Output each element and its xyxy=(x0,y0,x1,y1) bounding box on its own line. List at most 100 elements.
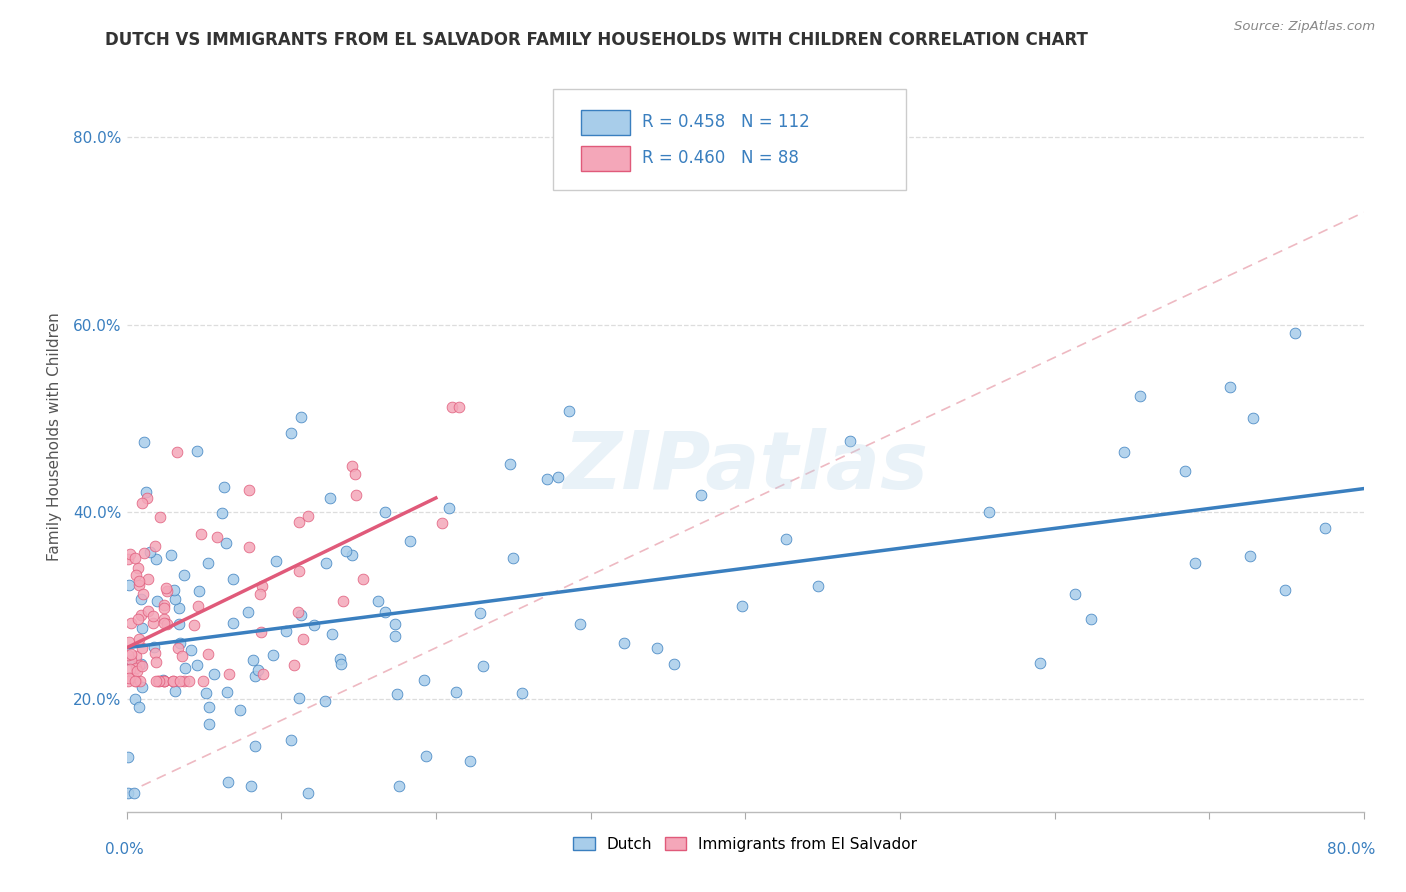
Point xyxy=(321,626,343,640)
Point xyxy=(499,457,522,471)
Point xyxy=(174,661,197,675)
Point xyxy=(142,615,165,630)
Point xyxy=(249,625,271,640)
Point xyxy=(569,616,592,631)
Legend: Dutch, Immigrants from El Salvador: Dutch, Immigrants from El Salvador xyxy=(567,830,924,858)
Point xyxy=(287,691,309,706)
Point xyxy=(173,567,195,582)
Point xyxy=(131,659,153,673)
Point xyxy=(384,629,406,643)
Point xyxy=(125,661,148,675)
Point xyxy=(156,617,179,632)
Point xyxy=(238,483,260,497)
Point xyxy=(187,599,209,614)
Point xyxy=(645,640,668,655)
Point xyxy=(775,533,797,547)
Point xyxy=(236,605,259,619)
Point xyxy=(152,673,174,687)
Point xyxy=(447,400,470,414)
Point xyxy=(218,667,240,681)
Point xyxy=(165,684,187,698)
Point xyxy=(145,646,167,660)
Point xyxy=(152,673,174,688)
Point xyxy=(117,786,139,800)
Point xyxy=(124,786,146,800)
Point xyxy=(183,617,205,632)
Point xyxy=(190,527,212,541)
Text: DUTCH VS IMMIGRANTS FROM EL SALVADOR FAMILY HOUSEHOLDS WITH CHILDREN CORRELATION: DUTCH VS IMMIGRANTS FROM EL SALVADOR FAM… xyxy=(105,31,1088,49)
Point xyxy=(352,572,374,586)
Point xyxy=(167,640,190,655)
Point xyxy=(145,551,167,566)
Point xyxy=(839,434,862,449)
FancyBboxPatch shape xyxy=(581,111,630,135)
Point xyxy=(243,739,266,753)
Point xyxy=(124,692,146,706)
Point xyxy=(165,591,187,606)
Point xyxy=(142,609,165,624)
Point xyxy=(315,556,337,570)
Point xyxy=(384,616,406,631)
Point xyxy=(329,657,352,672)
Point xyxy=(319,491,342,505)
Point xyxy=(186,657,208,672)
Point xyxy=(202,667,225,681)
Point xyxy=(128,574,150,589)
Point xyxy=(169,635,191,649)
Point xyxy=(1241,410,1264,425)
Point xyxy=(280,425,302,440)
Point xyxy=(195,686,218,700)
Point xyxy=(217,774,239,789)
Point xyxy=(388,779,411,793)
Point xyxy=(290,409,312,424)
Point xyxy=(128,700,150,714)
Point xyxy=(1274,582,1296,597)
Point xyxy=(131,680,153,694)
Point xyxy=(162,673,184,688)
Point xyxy=(612,636,634,650)
Point xyxy=(536,472,558,486)
Point xyxy=(167,616,190,631)
Point xyxy=(127,560,149,574)
Point xyxy=(292,632,315,647)
Point xyxy=(118,547,141,561)
Point xyxy=(136,604,159,618)
Point xyxy=(432,516,454,531)
Point xyxy=(148,673,170,688)
Point xyxy=(1184,556,1206,570)
Point xyxy=(120,653,142,667)
Point xyxy=(120,648,142,662)
Point xyxy=(211,506,233,520)
Point xyxy=(1029,656,1052,670)
Point xyxy=(437,501,460,516)
Point xyxy=(138,545,160,559)
Point xyxy=(399,534,422,549)
Point xyxy=(152,598,174,612)
Point xyxy=(280,733,302,747)
Point xyxy=(229,703,252,717)
Point xyxy=(335,544,357,558)
Point xyxy=(214,480,236,494)
Point xyxy=(134,435,156,450)
Point xyxy=(288,564,311,578)
Point xyxy=(120,653,142,667)
Point xyxy=(458,754,481,768)
Point xyxy=(117,578,139,592)
Point xyxy=(374,605,396,619)
Point xyxy=(117,673,139,688)
Point xyxy=(343,467,366,481)
Point xyxy=(127,612,149,626)
Point xyxy=(125,567,148,582)
Text: ZIPatlas: ZIPatlas xyxy=(562,428,928,506)
Point xyxy=(558,404,581,418)
Point xyxy=(167,601,190,615)
Point xyxy=(302,618,325,632)
Point xyxy=(979,505,1001,519)
Point xyxy=(297,786,319,800)
Point xyxy=(128,632,150,646)
Point xyxy=(243,669,266,683)
Point xyxy=(186,444,208,458)
Point xyxy=(127,664,149,678)
Point xyxy=(152,673,174,688)
Point xyxy=(143,640,166,655)
